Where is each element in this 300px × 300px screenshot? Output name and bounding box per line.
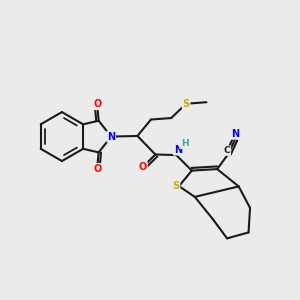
Text: O: O bbox=[93, 164, 101, 174]
Text: S: S bbox=[172, 181, 179, 191]
Text: S: S bbox=[183, 99, 190, 109]
Text: H: H bbox=[181, 139, 188, 148]
Text: O: O bbox=[139, 162, 147, 172]
Text: O: O bbox=[93, 99, 101, 109]
Text: C: C bbox=[224, 146, 230, 155]
Text: N: N bbox=[107, 132, 115, 142]
Text: N: N bbox=[231, 129, 239, 139]
Text: N: N bbox=[174, 145, 182, 155]
